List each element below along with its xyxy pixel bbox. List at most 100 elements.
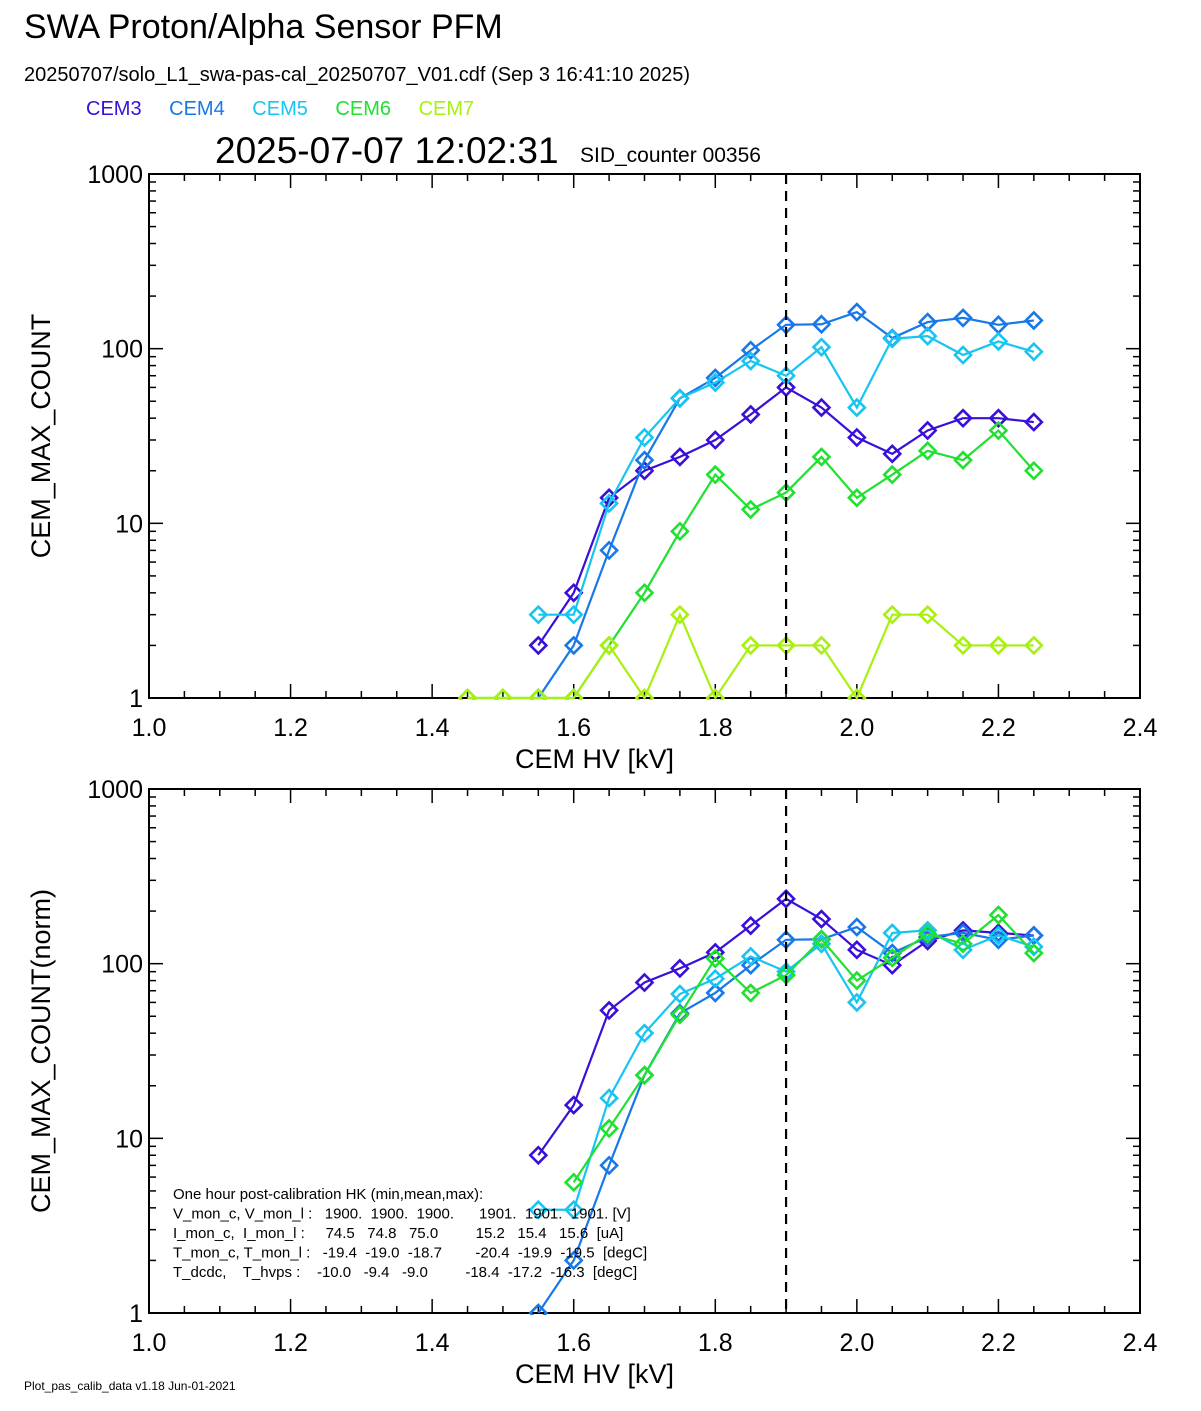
legend-item-cem4: CEM4 bbox=[169, 98, 225, 120]
data-point-cem3 bbox=[988, 408, 1009, 429]
data-point-cem5 bbox=[563, 1199, 584, 1220]
data-point-cem5 bbox=[705, 968, 726, 989]
data-point-cem4 bbox=[847, 917, 867, 937]
data-point-cem5 bbox=[882, 923, 903, 943]
data-point-cem5 bbox=[563, 604, 584, 625]
data-point-cem3 bbox=[1023, 412, 1044, 432]
data-point-cem6 bbox=[811, 929, 832, 950]
data-point-cem4 bbox=[740, 340, 761, 361]
page-title: SWA Proton/Alpha Sensor PFM bbox=[24, 8, 503, 46]
y-tick-label: 100 bbox=[101, 951, 143, 979]
data-point-cem5 bbox=[740, 351, 761, 371]
data-point-cem5 bbox=[634, 427, 655, 448]
data-point-cem6 bbox=[811, 447, 832, 467]
data-point-cem4 bbox=[1023, 310, 1044, 331]
data-point-cem3 bbox=[705, 430, 726, 450]
legend-item-cem6: CEM6 bbox=[335, 98, 391, 120]
data-point-cem3 bbox=[599, 1000, 619, 1021]
hk-text-line: T_mon_c, T_mon_l : -19.4 -19.0 -18.7 -20… bbox=[173, 1245, 647, 1262]
data-point-cem6 bbox=[882, 464, 903, 485]
series-line-cem4 bbox=[537, 925, 1034, 1314]
data-point-cem5 bbox=[634, 1023, 655, 1044]
data-point-cem5 bbox=[847, 397, 867, 418]
series-line-cem5 bbox=[538, 334, 1035, 616]
data-point-cem3 bbox=[528, 1145, 549, 1166]
data-point-cem6 bbox=[599, 1118, 619, 1139]
data-point-cem3 bbox=[528, 635, 549, 656]
data-point-cem3 bbox=[953, 920, 973, 941]
data-point-cem6 bbox=[847, 970, 867, 991]
y-tick-label: 1000 bbox=[87, 161, 143, 189]
data-point-cem5 bbox=[1023, 341, 1044, 362]
data-point-cem5 bbox=[599, 493, 619, 514]
data-point-cem4 bbox=[563, 1250, 584, 1271]
data-point-cem5 bbox=[599, 1088, 619, 1108]
series-line-cem5 bbox=[538, 929, 1035, 1211]
data-point-cem6 bbox=[634, 1065, 655, 1085]
data-point-cem5 bbox=[670, 984, 690, 1004]
data-point-cem3 bbox=[670, 958, 690, 979]
y-tick-label: 10 bbox=[115, 510, 143, 538]
sid-counter: SID_counter 00356 bbox=[580, 144, 761, 167]
data-point-cem3 bbox=[847, 939, 867, 960]
data-point-cem4 bbox=[882, 943, 903, 963]
data-point-cem6 bbox=[953, 933, 973, 954]
data-point-cem3 bbox=[882, 443, 903, 464]
data-point-cem4 bbox=[953, 308, 973, 328]
data-point-cem7 bbox=[493, 688, 513, 700]
x-tick-label: 2.2 bbox=[981, 1329, 1016, 1357]
data-point-cem6 bbox=[988, 420, 1009, 441]
hk-text-block: One hour post-calibration HK (min,mean,m… bbox=[173, 1186, 647, 1281]
data-point-cem3 bbox=[953, 408, 973, 429]
data-point-cem6 bbox=[670, 1004, 690, 1025]
data-point-cem3 bbox=[776, 889, 796, 909]
data-point-cem6 bbox=[917, 441, 938, 461]
x-tick-label: 1.8 bbox=[698, 714, 733, 742]
data-point-cem4 bbox=[563, 635, 584, 656]
series-line-cem7 bbox=[467, 611, 1034, 700]
series-group bbox=[457, 302, 1044, 700]
data-point-cem7 bbox=[882, 604, 903, 625]
data-point-cem3 bbox=[988, 923, 1009, 943]
data-point-cem5 bbox=[847, 992, 867, 1013]
x-tick-label: 2.4 bbox=[1123, 1329, 1158, 1357]
legend-item-cem3: CEM3 bbox=[86, 98, 142, 120]
data-point-cem7 bbox=[917, 604, 938, 625]
x-tick-label: 1.6 bbox=[556, 714, 591, 742]
data-point-cem3 bbox=[811, 909, 832, 929]
y-tick-label: 100 bbox=[101, 336, 143, 364]
data-point-cem7 bbox=[988, 635, 1009, 656]
chart-panel-1: 1.0 1.2 1.4 1.6 1.8 2.0 2.2 2.4 1 10 100 1000 CEM HV… bbox=[26, 161, 1157, 774]
data-point-cem7 bbox=[953, 635, 973, 656]
data-point-cem4 bbox=[705, 983, 726, 1003]
series-line-cem6 bbox=[467, 428, 1035, 700]
data-point-cem3 bbox=[670, 447, 690, 467]
y-axis-label: CEM_MAX_COUNT bbox=[26, 314, 56, 559]
data-point-cem4 bbox=[917, 312, 938, 332]
data-point-cem7 bbox=[599, 635, 619, 656]
data-point-cem6 bbox=[953, 450, 973, 470]
data-point-cem6 bbox=[1023, 460, 1044, 481]
x-tick-label: 1.8 bbox=[698, 1329, 733, 1357]
data-point-cem5 bbox=[1023, 936, 1044, 957]
data-point-cem4 bbox=[811, 314, 832, 335]
data-point-cem6 bbox=[634, 583, 655, 603]
data-point-cem5 bbox=[528, 1199, 549, 1220]
x-axis-label: CEM HV [kV] bbox=[515, 1359, 674, 1389]
data-point-cem6 bbox=[740, 983, 761, 1003]
legend: CEM3 CEM4 CEM5 CEM6 CEM7 bbox=[86, 98, 496, 121]
data-point-cem7 bbox=[528, 688, 549, 700]
legend-item-cem7: CEM7 bbox=[418, 98, 475, 120]
hk-text-line: One hour post-calibration HK (min,mean,m… bbox=[173, 1186, 483, 1203]
data-point-cem6 bbox=[882, 947, 903, 968]
data-point-cem6 bbox=[740, 499, 761, 520]
y-tick-label: 1 bbox=[129, 685, 143, 713]
data-point-cem5 bbox=[811, 337, 832, 358]
file-subtitle: 20250707/solo_L1_swa-pas-cal_20250707_V0… bbox=[24, 64, 691, 86]
data-point-cem4 bbox=[634, 450, 655, 470]
data-point-cem7 bbox=[740, 635, 761, 656]
data-point-cem5 bbox=[988, 331, 1009, 352]
x-tick-label: 1.6 bbox=[556, 1329, 591, 1357]
data-point-cem7 bbox=[1023, 635, 1044, 656]
